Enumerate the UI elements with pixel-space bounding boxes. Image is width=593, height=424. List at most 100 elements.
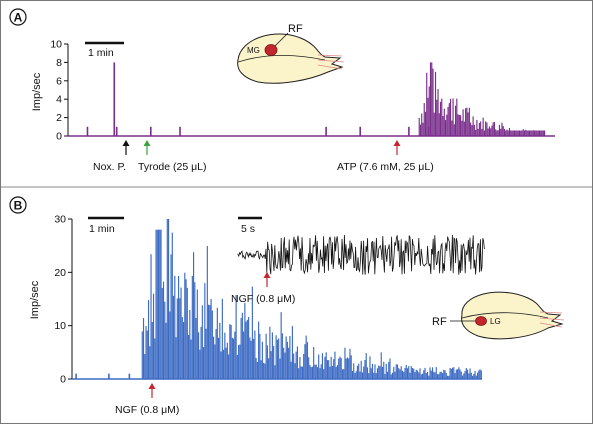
burst-bar [333,359,335,379]
burst-bar [423,370,425,379]
burst-bar [274,365,276,379]
burst-bar [401,370,404,379]
burst-bar [289,336,291,379]
spike-bar [115,126,118,136]
burst-bar [536,130,538,136]
burst-bar [233,338,235,379]
burst-bar [416,370,419,379]
burst-bar [444,370,446,379]
burst-bar [436,99,438,136]
burst-bar [353,363,355,379]
burst-bar [331,365,334,379]
burst-bar [319,368,321,379]
burst-bar [239,344,241,379]
burst-bar [411,367,414,379]
burst-bar [448,103,450,136]
burst-bar [180,287,182,379]
burst-bar [145,326,147,379]
burst-bar [473,373,475,379]
burst-bar [413,368,415,379]
burst-bar [460,371,462,379]
burst-bar [172,295,175,379]
burst-bar [325,352,327,379]
burst-bar [351,370,354,379]
panel-a-bars [68,62,555,137]
burst-bar [458,367,460,379]
burst-bar [209,305,211,379]
burst-bar [439,371,441,379]
burst-bar [532,130,534,136]
burst-bar [491,125,493,136]
burst-bar [269,326,271,379]
burst-bar [200,326,202,379]
burst-bar [483,130,485,136]
burst-bar [189,309,191,379]
burst-bar [424,111,427,136]
burst-bar [291,326,293,379]
burst-bar [399,369,401,379]
burst-bar [286,341,288,379]
burst-bar [466,107,468,136]
burst-bar [466,369,469,379]
burst-bar [369,356,371,379]
burst-bar [475,129,477,136]
burst-bar [245,321,247,379]
burst-bar [432,68,434,136]
burst-bar [454,105,457,136]
spike-bar [408,126,410,136]
burst-bar [348,358,350,379]
burst-bar [299,357,301,379]
burst-bar [451,367,454,379]
burst-bar [323,369,325,379]
burst-bar [457,114,459,136]
burst-bar [465,367,467,379]
spike-bar [149,126,152,136]
burst-bar [431,62,433,136]
svg-text:ATP (7.6 mM, 25 μL): ATP (7.6 mM, 25 μL) [337,161,434,173]
burst-bar [150,254,152,379]
burst-bar [283,347,285,379]
burst-bar [426,372,429,379]
burst-bar [481,128,483,136]
burst-bar [380,352,382,379]
burst-bar [224,332,226,379]
burst-bar [471,375,474,379]
y-tick-label: 30 [54,214,66,226]
burst-bar [376,368,379,379]
burst-bar [446,375,449,379]
burst-bar [288,347,290,379]
burst-bar [164,301,166,379]
burst-bar [363,366,365,379]
burst-bar [234,331,236,379]
burst-bar [346,357,349,379]
burst-bar [220,351,222,379]
panel-b-bars [72,219,482,380]
burst-bar [391,372,394,379]
burst-bar [182,321,185,379]
burst-bar [423,103,425,136]
burst-bar [261,341,263,379]
burst-bar [196,289,198,379]
burst-bar [408,366,410,379]
burst-bar [477,128,479,136]
burst-bar [520,130,522,136]
burst-bar [241,312,243,379]
burst-bar [151,321,153,379]
burst-bar [448,375,450,379]
burst-bar [498,124,501,136]
burst-bar [541,130,543,136]
burst-bar [265,333,267,379]
burst-bar [276,339,278,379]
burst-bar [343,368,345,379]
burst-bar [354,372,356,379]
burst-bar [418,117,420,136]
burst-bar [166,219,168,379]
burst-bar [383,361,385,379]
burst-bar [344,347,346,379]
burst-bar [169,311,171,379]
y-tick-label: 20 [54,267,66,279]
burst-bar [473,124,475,136]
burst-bar [403,371,405,379]
burst-bar [303,354,305,379]
burst-bar [313,347,315,379]
